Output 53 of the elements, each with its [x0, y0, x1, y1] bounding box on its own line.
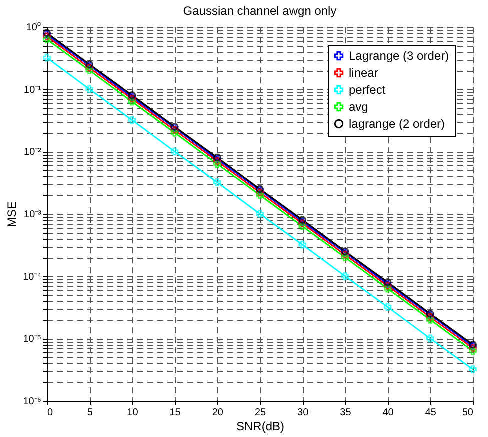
- x-tick-label: 10: [127, 408, 139, 418]
- x-tick-label: 40: [382, 408, 394, 418]
- point: [43, 36, 51, 44]
- x-tick-label: 5: [87, 408, 94, 418]
- legend-label: Lagrange (3 order): [349, 49, 450, 63]
- legend-label: lagrange (2 order): [349, 117, 446, 131]
- point: [256, 188, 264, 197]
- y-tick-label: 10⁻²: [24, 147, 42, 158]
- x-tick-label: 0: [48, 408, 54, 418]
- point: [170, 126, 179, 134]
- point: [298, 222, 307, 230]
- x-tick-label: 25: [254, 408, 266, 418]
- legend-label: perfect: [349, 83, 386, 97]
- y-axis-title: MSE: [5, 201, 20, 228]
- point: [86, 66, 94, 74]
- point: [341, 254, 350, 262]
- legend-label: linear: [349, 66, 378, 80]
- x-tick-label: 15: [170, 408, 182, 418]
- x-axis-title: SNR(dB): [236, 420, 285, 434]
- point: [213, 178, 222, 186]
- y-tick-label: 10⁻³: [24, 210, 42, 220]
- point: [341, 251, 350, 259]
- point: [341, 272, 350, 280]
- point: [256, 210, 264, 218]
- x-tick-label: 45: [425, 408, 437, 418]
- point: [384, 284, 392, 293]
- point: [86, 64, 94, 72]
- point: [256, 191, 264, 200]
- x-tick-label: 35: [340, 408, 352, 418]
- y-tick-label: 10⁻⁵: [23, 334, 42, 346]
- point: [128, 98, 136, 106]
- x-tick-label: 50: [462, 408, 474, 418]
- x-tick-label: 20: [212, 408, 224, 418]
- y-tick-label: 10⁻¹: [24, 84, 42, 96]
- point: [86, 85, 94, 94]
- point: [128, 116, 136, 124]
- legend-label: avg: [349, 100, 368, 114]
- y-tick-label: 10⁰: [26, 22, 42, 34]
- x-tick-label: 30: [298, 408, 310, 418]
- point: [469, 347, 477, 356]
- y-tick-label: 10⁻⁶: [23, 396, 42, 408]
- chart-title: Gaussian channel awgn only: [183, 4, 337, 18]
- point: [213, 160, 222, 168]
- point: [170, 148, 179, 156]
- point: [426, 316, 434, 324]
- y-tick-label: 10⁻⁴: [23, 272, 42, 283]
- point: [43, 54, 51, 62]
- point: [170, 128, 179, 137]
- point: [469, 366, 477, 374]
- point: [298, 240, 307, 249]
- point: [384, 303, 392, 312]
- point: [426, 313, 434, 322]
- point: [426, 334, 434, 343]
